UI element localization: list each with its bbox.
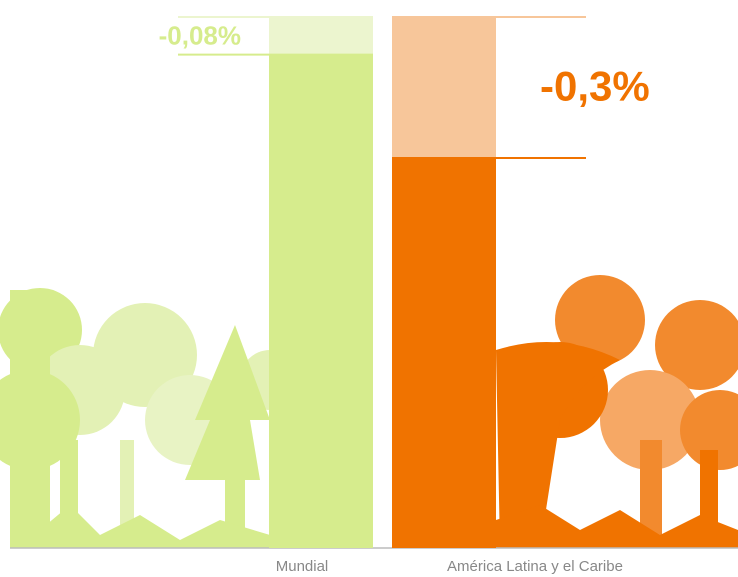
- forest-decoration-green: [0, 288, 300, 548]
- bar-remaining: [392, 158, 496, 548]
- value-label: -0,3%: [540, 63, 650, 110]
- forest-decoration-orange: [496, 275, 738, 548]
- bar-loss: [269, 17, 373, 55]
- bar-remaining: [269, 54, 373, 548]
- category-label: América Latina y el Caribe: [447, 558, 623, 575]
- bar-loss: [392, 17, 496, 158]
- category-label: Mundial: [276, 558, 329, 575]
- value-label: -0,08%: [159, 21, 241, 51]
